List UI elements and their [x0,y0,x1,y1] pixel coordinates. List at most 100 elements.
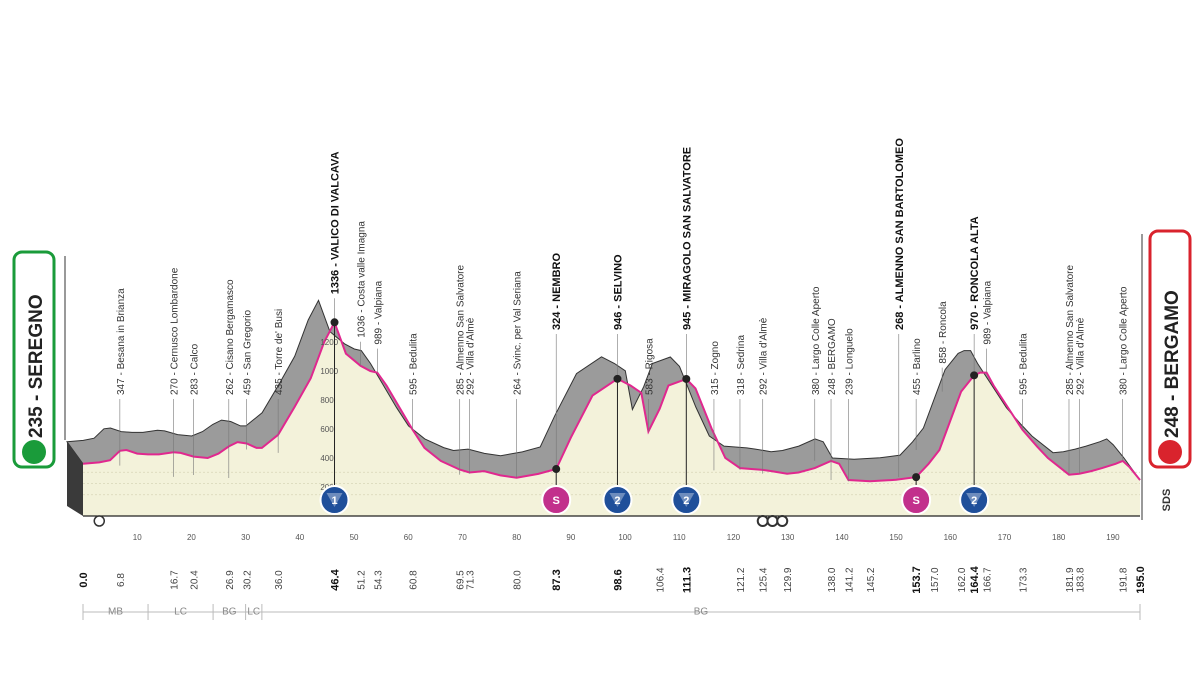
zone-label: MB [108,607,123,618]
km-label: 54.3 [373,570,384,590]
waypoint-label: 583 - Rigosa [644,338,655,395]
gpm-triangle [326,493,343,507]
km-label: 145.2 [866,567,877,592]
profile-start-wall [67,441,83,516]
zone-label: LC [247,607,260,618]
marker-dot [552,465,561,474]
finish-badge: 248 - BERGAMO [1141,229,1192,520]
marker-label: 2 [971,495,977,507]
marker-dot [613,374,622,383]
km-label: 111.3 [681,567,693,593]
marker-label: S [553,495,560,507]
x-tick-label: 100 [618,533,632,542]
km-label: 164.4 [969,565,981,593]
ring-icons [756,515,789,527]
km-label: 51.2 [357,570,368,590]
x-tick-label: 40 [295,533,304,542]
km-label: 26.9 [225,570,236,590]
km-label: 173.3 [1018,567,1029,592]
zone-label: BG [694,607,709,618]
grid-icon [93,515,106,527]
waypoint-label: 970 - RONCOLA ALTA [969,216,981,330]
waypoint-labels: 347 - Besana in Brianza 270 - Cernusco Lo… [116,138,1130,482]
waypoint-label: 945 - MIRAGOLO SAN SALVATORE [681,147,693,330]
sprint-badge [541,485,572,515]
km-label: 141.2 [844,567,855,592]
waypoint-label: 285 - Almenno San Salvatore [456,264,467,395]
x-tick-label: 160 [944,533,958,542]
km-label: 191.8 [1119,567,1130,592]
gpm-triangle [966,493,983,507]
finish-bike-icon [1158,440,1182,464]
km-label: 71.3 [465,570,476,590]
waypoint-label: 292 - Villa d'Almè [1075,317,1086,395]
km-label: 6.8 [116,573,127,587]
markers: 1 S 2 2 S 2 [319,318,990,515]
marker-label: S [912,495,919,507]
x-tick-label: 80 [512,533,521,542]
x-tick-label: 120 [727,533,741,542]
gpm-triangle [678,493,695,507]
x-tick-label: 20 [187,533,196,542]
marker-label: 2 [614,495,620,507]
marker-label: 1 [331,495,337,507]
km-label: 166.7 [983,567,994,592]
gpm-badge [319,485,350,515]
x-tick-label: 10 [133,533,142,542]
km-label: 87.3 [551,569,563,590]
waypoint-label: 285 - Almenno San Salvatore [1065,264,1076,395]
waypoint-label: 989 - Valpiana [373,280,384,344]
x-tick-label: 90 [566,533,575,542]
ring-icon [776,515,789,527]
waypoint-label: 946 - SELVINO [612,254,624,330]
waypoint-label: 283 - Calco [190,343,201,395]
waypoint-label: 315 - Zogno [710,341,721,395]
waypoint-label: 435 - Torre de' Busi [274,309,285,395]
brand-logo: SDS [1161,489,1173,512]
y-tick-label: 1200 [320,338,338,347]
x-tick-label: 130 [781,533,795,542]
x-tick-label: 50 [350,533,359,542]
zone-label: LC [174,607,187,618]
waypoint-label: 380 - Largo Colle Aperto [811,286,822,395]
gpm-triangle [609,493,626,507]
waypoint-label: 248 - BERGAMO [827,318,838,395]
start-badge: 235 - SEREGNO [12,250,66,469]
waypoint-label: 347 - Besana in Brianza [116,288,127,395]
gpm-badge [602,485,633,515]
waypoint-label: 1036 - Costa valle Imagna [357,221,368,338]
km-label: 181.9 [1065,567,1076,592]
km-label: 69.5 [456,570,467,590]
waypoint-label: 324 - NEMBRO [551,253,563,330]
x-tick-label: 150 [889,533,903,542]
x-tick-label: 70 [458,533,467,542]
km-label: 153.7 [911,566,923,594]
km-label: 106.4 [656,567,667,592]
km-label: 60.8 [409,570,420,590]
x-tick-label: 60 [404,533,413,542]
waypoint-label: 595 - Bedulita [1018,333,1029,395]
waypoint-label: 264 - Svinc. per Val Seriana [513,271,524,395]
x-tick-label: 180 [1052,533,1066,542]
finish-frame [1148,229,1192,469]
profile-front-face [83,322,1140,516]
km-label: 129.9 [783,567,794,592]
km-label: 121.2 [736,567,747,592]
waypoint-label: 989 - Valpiana [983,280,994,344]
start-frame [12,250,56,469]
waypoint-label: 270 - Cernusco Lombardone [170,267,181,395]
finish-label: 248 - BERGAMO [1162,290,1183,438]
km-label: 80.0 [513,570,524,590]
km-labels: 0.0 6.8 16.7 20.4 26.9 30.2 36.0 46.4 51.2 54.3 60… [78,565,1147,593]
province-zones: MB LC BG LC BG [82,604,1140,620]
y-tick-label: 1000 [320,367,338,376]
x-axis: 10 20 30 40 50 60 70 80 90 100 110 120 130 140 150 160 1… [133,533,1120,542]
x-tick-label: 190 [1106,533,1120,542]
x-tick-label: 140 [835,533,849,542]
gpm-badge [671,485,702,515]
waypoint-label: 459 - San Gregorio [243,310,254,395]
y-tick-label: 400 [320,454,334,463]
km-label: 16.7 [170,570,181,590]
km-label: 30.2 [243,570,254,590]
